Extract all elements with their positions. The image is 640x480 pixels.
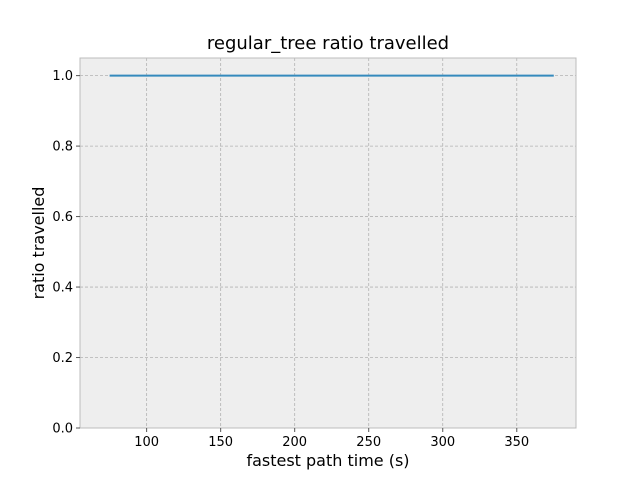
- x-tick-label: 200: [282, 435, 307, 450]
- chart-title: regular_tree ratio travelled: [207, 33, 449, 54]
- y-axis-ticks: 0.0 0.2 0.4 0.6 0.8 1.0: [52, 69, 80, 437]
- plot-background: [80, 58, 576, 428]
- y-axis-label: ratio travelled: [29, 187, 48, 300]
- y-tick-label: 0.8: [52, 140, 73, 155]
- x-tick-label: 100: [134, 435, 159, 450]
- x-axis-ticks: 100 150 200 250 300 350: [134, 428, 529, 450]
- plot-frame: [79, 57, 577, 429]
- y-tick-label: 0.0: [52, 422, 73, 437]
- x-tick-label: 350: [504, 435, 529, 450]
- x-tick-label: 250: [356, 435, 381, 450]
- x-tick-label: 300: [430, 435, 455, 450]
- y-tick-label: 0.4: [52, 281, 73, 296]
- y-tick-label: 0.6: [52, 210, 73, 225]
- x-axis-label: fastest path time (s): [246, 451, 409, 470]
- y-tick-label: 0.2: [52, 351, 73, 366]
- y-tick-label: 1.0: [52, 69, 73, 84]
- x-tick-label: 150: [208, 435, 233, 450]
